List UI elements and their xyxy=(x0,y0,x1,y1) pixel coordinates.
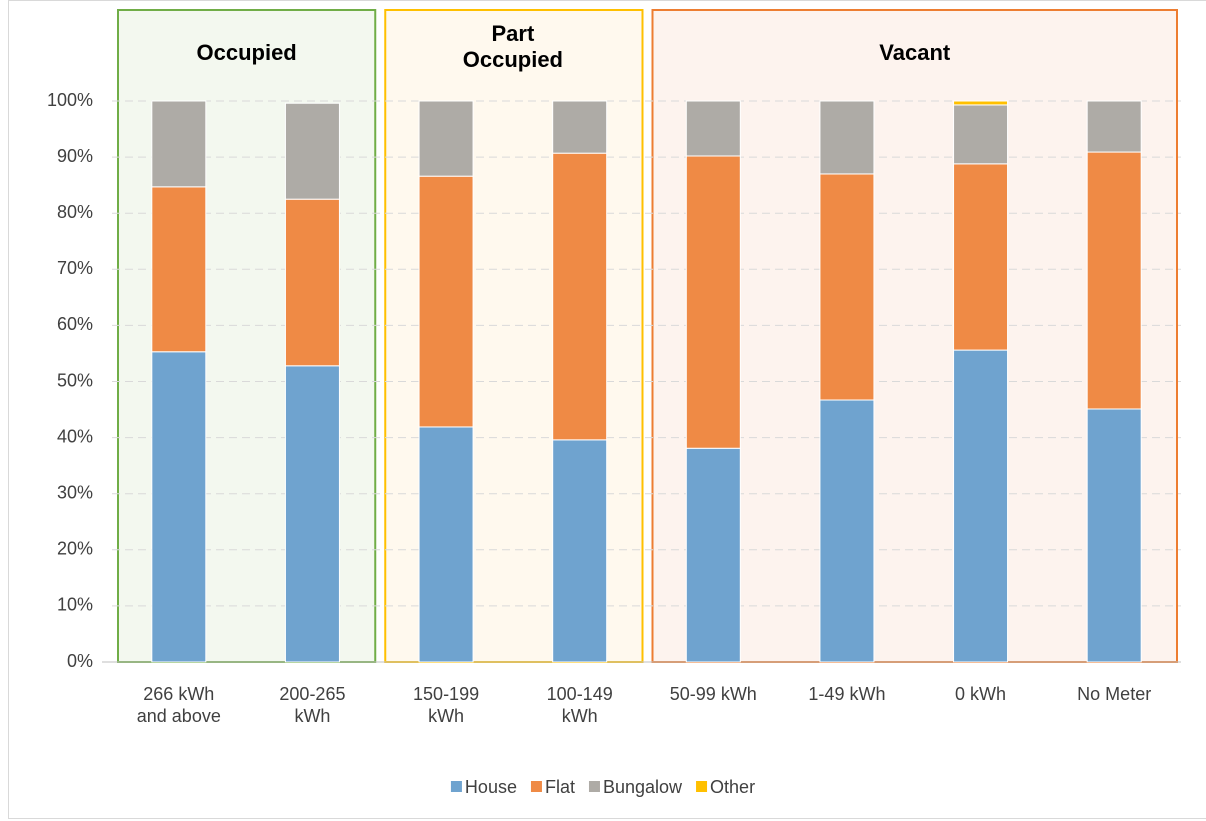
x-tick-label: 1-49 kWh xyxy=(808,684,886,704)
legend-label: Flat xyxy=(545,777,575,797)
group-label: Occupied xyxy=(196,40,297,65)
y-tick-label: 0% xyxy=(67,651,93,671)
bar-segment xyxy=(552,439,608,663)
legend-label: House xyxy=(465,777,517,797)
legend-swatch xyxy=(588,781,600,792)
x-tick-label: 0 kWh xyxy=(955,684,1007,704)
bar-segment xyxy=(685,155,741,449)
bar-segment xyxy=(418,175,474,428)
bar-segment xyxy=(685,100,741,157)
x-tick-label: 200-265 kWh xyxy=(279,684,346,726)
y-tick-label: 60% xyxy=(57,314,93,334)
y-tick-label: 10% xyxy=(57,595,93,615)
bar-segment xyxy=(284,198,340,367)
y-tick-label: 30% xyxy=(57,482,93,502)
bar-segment xyxy=(284,102,340,200)
bar-segment xyxy=(953,104,1009,165)
bar-segment xyxy=(552,152,608,441)
bar-segment xyxy=(1086,151,1142,410)
bar-segment xyxy=(819,173,875,401)
bar-segment xyxy=(1086,408,1142,663)
bar-segment xyxy=(819,399,875,663)
bar-segment xyxy=(151,186,207,353)
y-tick-label: 70% xyxy=(57,258,93,278)
x-tick-label: 100-149 kWh xyxy=(546,684,613,726)
bar-segment xyxy=(284,365,340,663)
bar-segment xyxy=(418,426,474,663)
y-tick-label: 20% xyxy=(57,539,93,559)
bar-segment xyxy=(1086,100,1142,153)
legend-swatch xyxy=(696,781,708,792)
y-tick-label: 90% xyxy=(57,146,93,166)
bar-segment xyxy=(819,100,875,175)
x-tick-label: No Meter xyxy=(1077,684,1152,704)
bar-segment xyxy=(418,100,474,177)
bar-segment xyxy=(953,100,1009,106)
group-label: Vacant xyxy=(879,40,951,65)
legend-swatch xyxy=(450,781,462,792)
bar-segment xyxy=(151,351,207,663)
x-tick-label: 50-99 kWh xyxy=(669,684,757,704)
legend-swatch xyxy=(530,781,542,792)
bar-segment xyxy=(953,349,1009,663)
legend: House Flat Bungalow Other xyxy=(450,777,755,797)
y-tick-label: 50% xyxy=(57,370,93,390)
y-tick-label: 80% xyxy=(57,202,93,222)
group-label: Part Occupied xyxy=(462,21,563,72)
y-tick-label: 100% xyxy=(47,90,93,110)
bar-segment xyxy=(685,447,741,663)
bar-segment xyxy=(151,100,207,188)
bar-segment xyxy=(953,163,1009,351)
legend-label: Bungalow xyxy=(603,777,683,797)
x-tick-label: 266 kWh and above xyxy=(136,684,221,726)
y-tick-label: 40% xyxy=(57,426,93,446)
bar-segment xyxy=(552,100,608,154)
x-tick-label: 150-199 kWh xyxy=(413,684,480,726)
legend-label: Other xyxy=(710,777,755,797)
